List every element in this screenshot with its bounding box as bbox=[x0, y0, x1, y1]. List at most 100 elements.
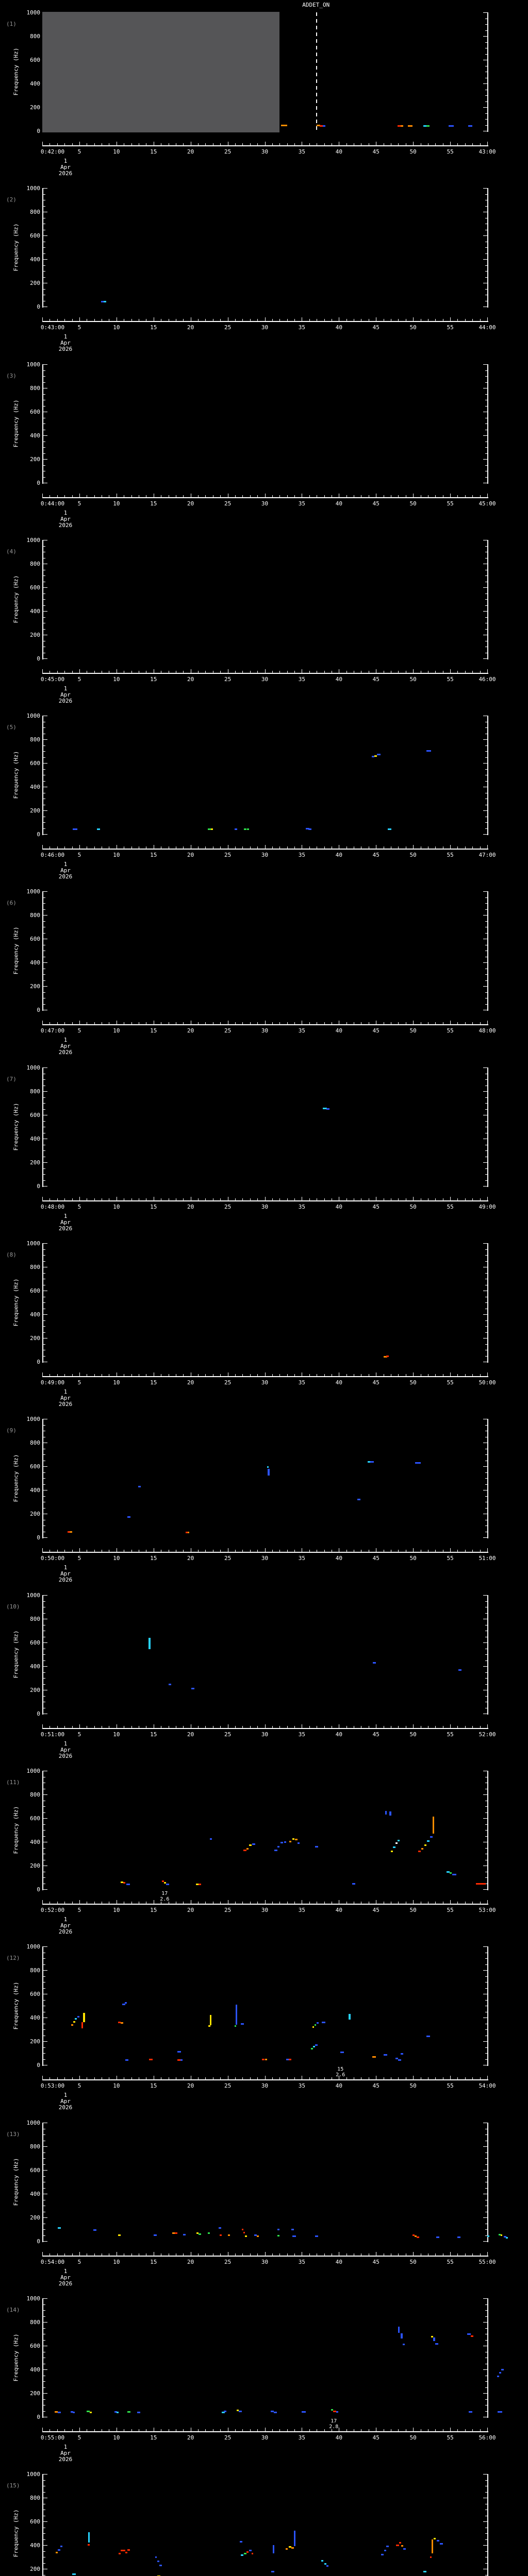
y-tick bbox=[485, 2047, 487, 2048]
y-tick bbox=[485, 1848, 487, 1849]
detection-mark bbox=[505, 2237, 508, 2239]
x-tick-label: 45 bbox=[372, 324, 380, 331]
y-tick bbox=[43, 2176, 45, 2177]
x-tick bbox=[324, 671, 325, 673]
y-tick bbox=[485, 2387, 487, 2388]
y-tick bbox=[483, 1537, 487, 1538]
y-tick bbox=[483, 2217, 487, 2218]
y-tick bbox=[43, 1958, 45, 1959]
y-tick bbox=[483, 1794, 487, 1795]
x-tick bbox=[183, 1726, 184, 1728]
y-axis-right bbox=[487, 2298, 488, 2418]
y-axis-left bbox=[42, 540, 43, 659]
detection-mark bbox=[246, 828, 250, 831]
x-tick bbox=[79, 2076, 80, 2079]
detection-mark bbox=[277, 2234, 280, 2236]
y-tick bbox=[485, 828, 487, 829]
y-tick bbox=[485, 2492, 487, 2493]
x-tick-label: 40 bbox=[335, 2434, 342, 2441]
detection-mark bbox=[449, 125, 454, 127]
detection-mark bbox=[177, 2059, 180, 2061]
detection-mark bbox=[314, 2024, 317, 2026]
x-tick bbox=[131, 2429, 132, 2431]
x-tick-label: 10 bbox=[113, 1204, 120, 1210]
date-label: 1 bbox=[63, 158, 68, 164]
y-tick bbox=[483, 1466, 487, 1467]
x-tick bbox=[480, 2253, 481, 2256]
detection-mark bbox=[73, 2021, 75, 2023]
y-tick bbox=[485, 2411, 487, 2412]
x-tick-label: 50 bbox=[409, 1555, 417, 1562]
detection-mark bbox=[321, 2560, 324, 2562]
x-tick-label: 5 bbox=[77, 852, 81, 858]
x-tick bbox=[279, 143, 280, 145]
x-tick bbox=[183, 846, 184, 849]
x-tick-label: 10 bbox=[113, 1379, 120, 1386]
detection-mark bbox=[430, 1836, 433, 1838]
y-axis-right bbox=[487, 1771, 488, 1890]
y-tick bbox=[483, 2170, 487, 2171]
x-tick bbox=[205, 1726, 206, 1728]
x-tick bbox=[220, 671, 221, 673]
x-axis bbox=[42, 1376, 488, 1377]
detection-mark bbox=[386, 1355, 389, 1357]
y-axis-title: Frequency (Hz) bbox=[12, 1454, 20, 1502]
y-tick bbox=[43, 891, 47, 892]
detection-mark bbox=[273, 2412, 277, 2414]
y-axis-left bbox=[42, 1067, 43, 1187]
x-tick bbox=[265, 2428, 266, 2431]
x-tick-label: 30 bbox=[261, 148, 269, 155]
x-tick bbox=[309, 671, 310, 673]
y-tick-label: 600 bbox=[30, 1463, 40, 1470]
x-tick bbox=[279, 2077, 280, 2079]
x-tick-label: 20 bbox=[187, 852, 194, 858]
y-tick bbox=[485, 2164, 487, 2165]
y-tick bbox=[485, 1684, 487, 1685]
x-tick bbox=[57, 1726, 58, 1728]
x-tick bbox=[183, 319, 184, 321]
y-tick bbox=[43, 745, 45, 746]
x-tick bbox=[309, 2253, 310, 2256]
x-axis bbox=[42, 2256, 488, 2257]
x-tick bbox=[413, 2428, 414, 2431]
y-tick-label: 800 bbox=[30, 2495, 40, 2501]
x-tick-label: 45 bbox=[372, 1204, 380, 1210]
x-tick-label: 45 bbox=[372, 1907, 380, 1913]
detection-mark bbox=[498, 2411, 502, 2413]
x-tick-label: 15 bbox=[150, 2434, 157, 2441]
y-tick-label: 200 bbox=[30, 1862, 40, 1869]
y-tick bbox=[483, 2298, 487, 2299]
x-tick-label: 43:00 bbox=[478, 148, 496, 155]
y-tick bbox=[43, 1097, 45, 1098]
x-tick bbox=[205, 1022, 206, 1024]
x-tick bbox=[220, 846, 221, 849]
x-tick-label: 35 bbox=[298, 1204, 306, 1210]
x-tick-label: 45 bbox=[372, 1027, 380, 1034]
x-tick bbox=[205, 319, 206, 321]
y-tick bbox=[43, 962, 47, 963]
detection-mark bbox=[423, 2570, 427, 2572]
x-tick bbox=[465, 495, 466, 497]
x-tick-label: 5 bbox=[77, 148, 81, 155]
y-tick-label: 0 bbox=[37, 1007, 40, 1013]
y-tick-label: 0 bbox=[37, 2238, 40, 2245]
x-tick bbox=[435, 2429, 436, 2431]
x-tick-label: 55 bbox=[447, 1027, 454, 1034]
y-tick-label: 200 bbox=[30, 2390, 40, 2397]
x-tick bbox=[220, 2253, 221, 2256]
x-tick bbox=[79, 845, 80, 849]
y-tick bbox=[43, 909, 45, 910]
y-tick bbox=[43, 1507, 45, 1509]
y-tick-label: 1000 bbox=[26, 1416, 41, 1422]
x-tick bbox=[435, 846, 436, 849]
x-tick-label: 20 bbox=[187, 1204, 194, 1210]
y-tick bbox=[43, 1314, 47, 1315]
y-tick bbox=[483, 891, 487, 892]
x-tick bbox=[72, 2077, 73, 2079]
detection-mark bbox=[383, 1355, 387, 1358]
x-tick bbox=[398, 1902, 399, 1904]
y-axis-title: Frequency (Hz) bbox=[12, 2333, 20, 2382]
x-tick-label: 0:45:00 bbox=[40, 676, 65, 683]
x-tick bbox=[294, 1550, 295, 1552]
y-tick bbox=[43, 587, 47, 588]
